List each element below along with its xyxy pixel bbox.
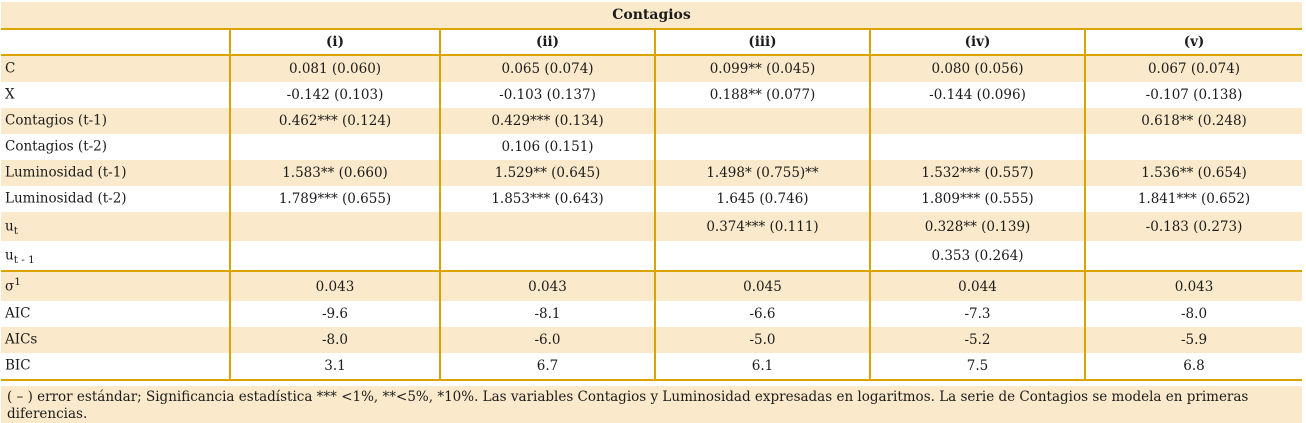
cell-value: 1.645 (0.746) <box>654 186 870 212</box>
cell-value: 1.583** (0.660) <box>229 160 440 186</box>
cell-value: -8.0 <box>229 327 440 353</box>
cell-value: 0.429*** (0.134) <box>439 108 655 134</box>
cell-value: -6.0 <box>439 327 655 353</box>
cell-value: 0.043 <box>229 270 440 301</box>
table-row: Luminosidad (t-1) 1.583** (0.660) 1.529*… <box>1 160 1303 186</box>
row-label: Luminosidad (t-2) <box>1 186 230 212</box>
table-row: C 0.081 (0.060) 0.065 (0.074) 0.099** (0… <box>1 55 1303 82</box>
table-row: Luminosidad (t-2) 1.789*** (0.655) 1.853… <box>1 186 1303 212</box>
cell-value: 0.080 (0.056) <box>869 55 1085 82</box>
row-label: Contagios (t-2) <box>1 134 230 160</box>
cell-value: -6.6 <box>654 301 870 327</box>
cell-value: 0.328** (0.139) <box>869 212 1085 241</box>
column-header-v: (v) <box>1083 29 1303 56</box>
cell-value <box>869 108 1085 134</box>
cell-value <box>1083 241 1303 271</box>
cell-value: 0.188** (0.077) <box>654 82 870 108</box>
cell-value: -0.107 (0.138) <box>1083 82 1303 108</box>
cell-value: 0.462*** (0.124) <box>229 108 440 134</box>
table-row: ut - 1 0.353 (0.264) <box>1 241 1303 271</box>
cell-value <box>439 241 655 271</box>
table-row: σ1 0.043 0.043 0.045 0.044 0.043 <box>1 270 1303 301</box>
cell-value: 0.067 (0.074) <box>1083 55 1303 82</box>
title-row: Contagios <box>1 2 1303 30</box>
cell-value: 0.081 (0.060) <box>229 55 440 82</box>
results-table: Contagios (i) (ii) (iii) (iv) (v) C 0.08… <box>1 2 1303 381</box>
cell-value: 7.5 <box>869 353 1085 381</box>
cell-value: 1.809*** (0.555) <box>869 186 1085 212</box>
row-label: BIC <box>1 353 230 381</box>
cell-value: 0.043 <box>1083 270 1303 301</box>
cell-value: 1.853*** (0.643) <box>439 186 655 212</box>
cell-value <box>654 134 870 160</box>
column-header-iv: (iv) <box>869 29 1085 56</box>
table-row: AIC -9.6 -8.1 -6.6 -7.3 -8.0 <box>1 301 1303 327</box>
cell-value: 0.353 (0.264) <box>869 241 1085 271</box>
cell-value: 6.1 <box>654 353 870 381</box>
cell-value: 0.099** (0.045) <box>654 55 870 82</box>
cell-value: 0.374*** (0.111) <box>654 212 870 241</box>
cell-value <box>229 241 440 271</box>
cell-value: -8.0 <box>1083 301 1303 327</box>
cell-value <box>654 241 870 271</box>
cell-value: 1.536** (0.654) <box>1083 160 1303 186</box>
column-header-row: (i) (ii) (iii) (iv) (v) <box>1 29 1303 56</box>
cell-value: 0.045 <box>654 270 870 301</box>
cell-value: 1.532*** (0.557) <box>869 160 1085 186</box>
cell-value: -5.0 <box>654 327 870 353</box>
table-row: Contagios (t-1) 0.462*** (0.124) 0.429**… <box>1 108 1303 134</box>
row-label: ut <box>1 212 230 241</box>
row-label: Contagios (t-1) <box>1 108 230 134</box>
cell-value <box>229 134 440 160</box>
cell-value <box>439 212 655 241</box>
cell-value: 0.618** (0.248) <box>1083 108 1303 134</box>
cell-value: -0.144 (0.096) <box>869 82 1085 108</box>
table-row: ut 0.374*** (0.111) 0.328** (0.139) -0.1… <box>1 212 1303 241</box>
cell-value: -0.103 (0.137) <box>439 82 655 108</box>
column-header-i: (i) <box>229 29 440 56</box>
cell-value <box>1083 134 1303 160</box>
column-header-ii: (ii) <box>439 29 655 56</box>
cell-value <box>869 134 1085 160</box>
header-empty-cell <box>1 29 230 56</box>
cell-value <box>229 212 440 241</box>
row-label: ut - 1 <box>1 241 230 271</box>
cell-value: -7.3 <box>869 301 1085 327</box>
table-row: AICs -8.0 -6.0 -5.0 -5.2 -5.9 <box>1 327 1303 353</box>
cell-value: -5.2 <box>869 327 1085 353</box>
cell-value: 0.043 <box>439 270 655 301</box>
cell-value: 1.529** (0.645) <box>439 160 655 186</box>
cell-value: 6.8 <box>1083 353 1303 381</box>
cell-value: -9.6 <box>229 301 440 327</box>
cell-value: -5.9 <box>1083 327 1303 353</box>
table-row: BIC 3.1 6.7 6.1 7.5 6.8 <box>1 353 1303 381</box>
cell-value: 6.7 <box>439 353 655 381</box>
table-title: Contagios <box>1 2 1303 30</box>
cell-value: -0.142 (0.103) <box>229 82 440 108</box>
row-label: AIC <box>1 301 230 327</box>
row-label: AICs <box>1 327 230 353</box>
cell-value: 1.498* (0.755)** <box>654 160 870 186</box>
table-row: Contagios (t-2) 0.106 (0.151) <box>1 134 1303 160</box>
row-label: σ1 <box>1 270 230 301</box>
cell-value <box>654 108 870 134</box>
cell-value: 0.106 (0.151) <box>439 134 655 160</box>
table-footnote: ( – ) error estándar; Significancia esta… <box>1 386 1302 423</box>
cell-value: 1.789*** (0.655) <box>229 186 440 212</box>
cell-value: -0.183 (0.273) <box>1083 212 1303 241</box>
table-row: X -0.142 (0.103) -0.103 (0.137) 0.188** … <box>1 82 1303 108</box>
row-label: X <box>1 82 230 108</box>
row-label: C <box>1 55 230 82</box>
cell-value: 0.044 <box>869 270 1085 301</box>
column-header-iii: (iii) <box>654 29 870 56</box>
cell-value: 0.065 (0.074) <box>439 55 655 82</box>
row-label: Luminosidad (t-1) <box>1 160 230 186</box>
cell-value: 3.1 <box>229 353 440 381</box>
cell-value: -8.1 <box>439 301 655 327</box>
cell-value: 1.841*** (0.652) <box>1083 186 1303 212</box>
